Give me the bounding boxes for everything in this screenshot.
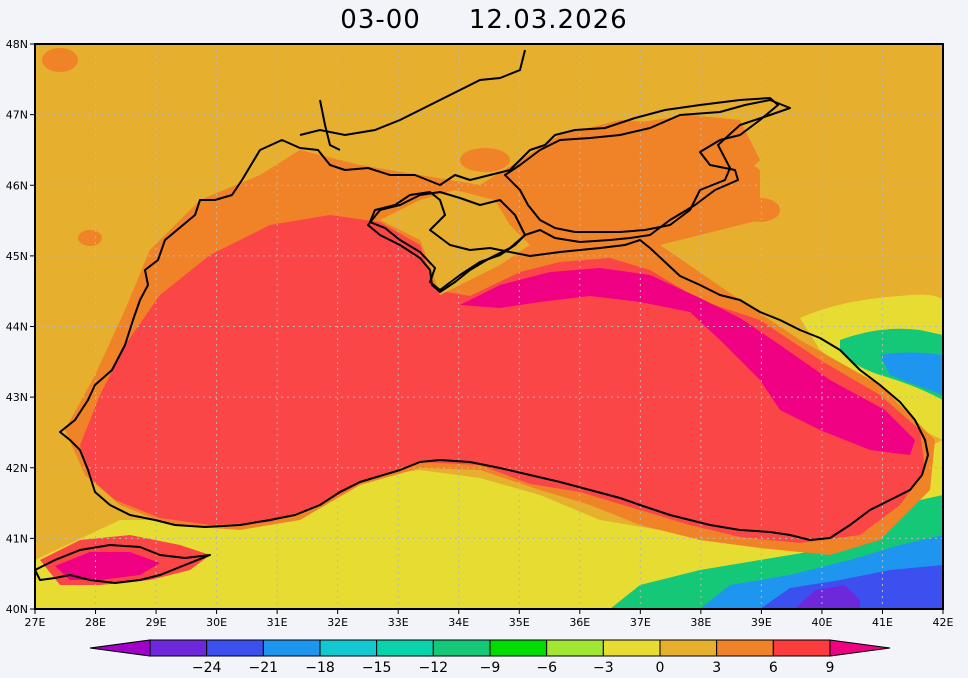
colorbar-segment — [489, 639, 548, 657]
colorbar-segment — [319, 639, 378, 657]
colorbar-max-arrow — [829, 639, 891, 657]
black-sea-warm — [80, 215, 925, 543]
lon-label: 33E — [388, 616, 409, 629]
lat-label: 43N — [6, 391, 28, 404]
lon-label: 35E — [509, 616, 530, 629]
temperature-field — [35, 44, 943, 609]
title-time: 03-00 — [340, 5, 421, 35]
coldest-core-southeast — [795, 585, 860, 609]
colorbar-min-arrow — [89, 639, 151, 657]
hot-band-east — [460, 268, 915, 455]
lat-label: 46N — [6, 179, 28, 192]
coastline-crimea — [367, 191, 526, 293]
colorbar-label: 6 — [769, 660, 778, 676]
colorbar-label: −9 — [480, 660, 501, 676]
lon-label: 42E — [933, 616, 954, 629]
lon-label: 29E — [146, 616, 167, 629]
coastline-azov — [504, 99, 791, 233]
lon-label: 31E — [267, 616, 288, 629]
colorbar-label: −3 — [593, 660, 614, 676]
coastline-marmara — [35, 544, 211, 584]
lat-label: 47N — [6, 109, 28, 122]
colorbar-label: −21 — [249, 660, 279, 676]
grid-lines — [35, 44, 943, 609]
colorbar-segment — [206, 639, 264, 657]
lon-label: 40E — [811, 616, 832, 629]
lat-label: 45N — [6, 250, 28, 263]
coastline-estuaries — [299, 49, 526, 151]
colder-region-east — [880, 352, 943, 395]
lat-label: 48N — [6, 38, 28, 51]
lat-label: 40N — [6, 603, 28, 616]
colorbar-segment — [602, 639, 661, 657]
lon-label: 34E — [448, 616, 469, 629]
colorbar-label: 3 — [712, 660, 721, 676]
colorbar-segment — [376, 639, 434, 657]
colorbar-label: −6 — [536, 660, 557, 676]
warm-spot-north — [460, 148, 510, 172]
colorbar-label: −15 — [362, 660, 392, 676]
lon-label: 39E — [751, 616, 772, 629]
colorbar-segment — [659, 639, 718, 657]
marmara-core-hot — [55, 552, 160, 580]
colorbar-segment — [716, 639, 774, 657]
lat-label: 41N — [6, 532, 28, 545]
lon-label: 30E — [206, 616, 227, 629]
crimea-land — [380, 190, 530, 295]
latitude-axis: 40N 41N 42N 43N 44N 45N 46N 47N 48N — [6, 38, 35, 616]
colorbar-segment — [262, 639, 321, 657]
lat-label: 42N — [6, 462, 28, 475]
colorbar: −24 −21 −18 −15 −12 −9 −6 −3 0 3 6 9 — [89, 639, 891, 676]
colorbar-label: −12 — [419, 660, 449, 676]
colorbar-segment — [149, 639, 208, 657]
warm-spot-west — [78, 230, 102, 246]
colorbar-segment — [432, 639, 491, 657]
coastline-black-sea — [59, 97, 929, 541]
lon-label: 37E — [630, 616, 651, 629]
colorbar-label: 9 — [826, 660, 835, 676]
title-date: 12.03.2026 — [468, 5, 628, 35]
lon-label: 36E — [569, 616, 590, 629]
coldest-region-southeast — [760, 565, 943, 609]
colorbar-segment — [546, 639, 604, 657]
south-land-yellow — [35, 440, 943, 609]
colorbar-segment — [772, 639, 831, 657]
map-title: 03-00 12.03.2026 — [0, 0, 968, 40]
colorbar-label: −24 — [192, 660, 222, 676]
colorbar-label: −18 — [305, 660, 335, 676]
lon-label: 32E — [327, 616, 348, 629]
colorbar-label: 0 — [656, 660, 665, 676]
lon-label: 28E — [85, 616, 106, 629]
warm-spot-northwest — [42, 48, 78, 72]
lat-label: 44N — [6, 321, 28, 334]
warm-spot-east — [740, 198, 780, 222]
lon-label: 38E — [690, 616, 711, 629]
lon-label: 41E — [872, 616, 893, 629]
lon-label: 27E — [25, 616, 46, 629]
longitude-axis: 27E 28E 29E 30E 31E 32E 33E 34E 35E 36E 37E 38E 39E 4… — [25, 609, 954, 629]
